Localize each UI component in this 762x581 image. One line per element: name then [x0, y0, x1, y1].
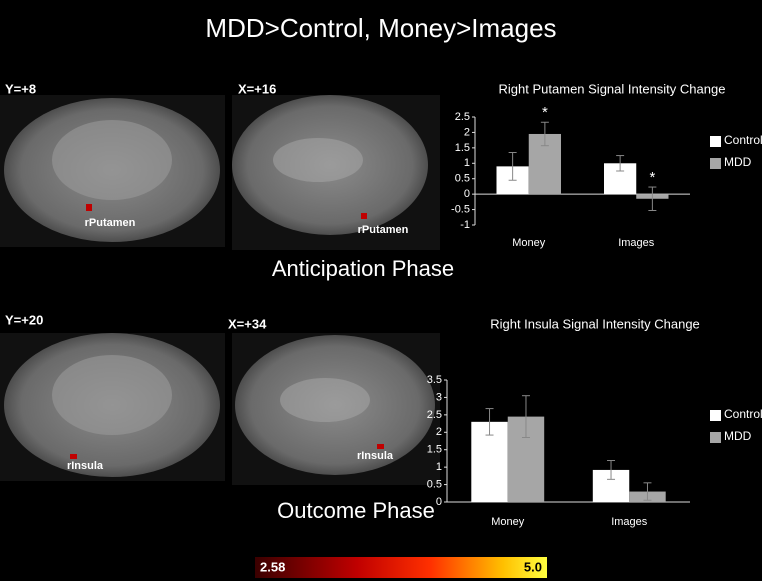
activation: [70, 454, 77, 459]
region-label: rPutamen: [358, 224, 409, 236]
slice-label: Y=+20: [5, 312, 43, 327]
y-tick-label: -0.5: [451, 203, 470, 215]
slice-label: X=+34: [228, 316, 267, 331]
figure: MDD>Control, Money>Images Y=+8 rPutamen …: [0, 0, 762, 581]
colorbar: [255, 557, 547, 578]
y-tick-label: 1.5: [427, 444, 442, 456]
y-tick-label: 1: [436, 461, 442, 473]
x-tick-label: Images: [611, 516, 648, 528]
y-tick-label: 2.5: [455, 111, 470, 123]
brain-detail: [52, 355, 172, 435]
region-label: rInsula: [67, 460, 104, 472]
page: MDD>Control, Money>Images Y=+8 rPutamen …: [0, 0, 762, 581]
y-tick-label: 0: [436, 496, 442, 508]
y-tick-label: 1: [464, 157, 470, 169]
y-tick-label: 3.5: [427, 374, 442, 386]
significance: *: [649, 169, 655, 186]
y-tick-label: 0.5: [455, 173, 470, 185]
x-tick-label: Money: [512, 237, 546, 249]
y-tick-label: 2: [436, 426, 442, 438]
chart-title: Right Putamen Signal Intensity Change: [499, 81, 726, 96]
figure-title: MDD>Control, Money>Images: [205, 13, 556, 43]
legend-label: Control: [724, 133, 762, 147]
activation: [86, 204, 92, 211]
y-tick-label: -1: [460, 219, 470, 231]
chart-title: Right Insula Signal Intensity Change: [490, 316, 700, 331]
slice-label: X=+16: [238, 81, 276, 96]
brain-detail: [52, 120, 172, 200]
y-tick-label: 2.5: [427, 409, 442, 421]
legend-swatch: [710, 410, 721, 421]
legend-swatch: [710, 136, 721, 147]
y-tick-label: 0.5: [427, 478, 442, 490]
activation: [377, 444, 384, 449]
legend-label: MDD: [724, 155, 752, 169]
y-tick-label: 1.5: [455, 142, 470, 154]
colorbar-max: 5.0: [524, 559, 542, 574]
slice-label: Y=+8: [5, 81, 36, 96]
x-tick-label: Money: [491, 516, 525, 528]
y-tick-label: 0: [464, 188, 470, 200]
legend-label: MDD: [724, 429, 752, 443]
x-tick-label: Images: [618, 237, 655, 249]
legend-label: Control: [724, 407, 762, 421]
phase-label: Outcome Phase: [277, 498, 435, 523]
brain-detail: [273, 138, 363, 182]
legend-swatch: [710, 432, 721, 443]
y-tick-label: 3: [436, 391, 442, 403]
brain-detail: [280, 378, 370, 422]
region-label: rPutamen: [85, 217, 136, 229]
y-tick-label: 2: [464, 126, 470, 138]
region-label: rInsula: [357, 450, 394, 462]
significance: *: [542, 104, 548, 121]
activation: [361, 213, 367, 219]
phase-label: Anticipation Phase: [272, 256, 454, 281]
legend-swatch: [710, 158, 721, 169]
colorbar-min: 2.58: [260, 559, 285, 574]
